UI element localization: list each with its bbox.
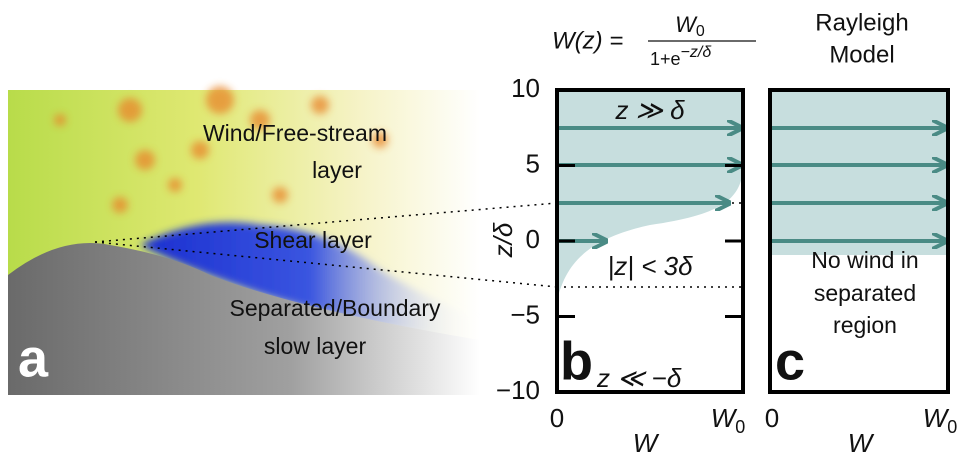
formula-lhs: W(z) = [552, 27, 623, 54]
y-label: z/δ [488, 222, 518, 258]
panel-letter: a [18, 328, 49, 388]
note: z ≫ δ [614, 95, 685, 125]
layer-label: layer [312, 157, 362, 183]
layer-label: slow layer [264, 333, 367, 359]
x-label: W [848, 428, 875, 458]
note: No wind in [811, 247, 918, 273]
note: |z| < 3δ [607, 251, 693, 281]
x-label: W [633, 428, 660, 458]
panel-letter: b [560, 331, 593, 391]
y-tick-label: −10 [496, 375, 540, 405]
y-tick-label: 10 [511, 73, 540, 103]
profile-area [770, 90, 948, 255]
y-tick-label: 5 [526, 148, 540, 178]
note: separated [814, 280, 916, 306]
x-tick-label: W0 [923, 403, 958, 437]
panel-title: Model [829, 41, 894, 68]
note: region [833, 312, 897, 338]
note: z ≪ −δ [596, 363, 682, 393]
formula-denominator: 1+e−z/δ [650, 44, 712, 69]
panel-c: Rayleigh Model No wind in separated regi… [765, 9, 958, 458]
x-tick-label: 0 [765, 403, 779, 433]
layer-label: Shear layer [254, 227, 372, 253]
layer-label: Separated/Boundary [230, 295, 441, 321]
y-tick-label: −5 [510, 299, 540, 329]
figure: Wind/Free-stream layer Shear layer Separ… [0, 0, 971, 462]
layer-label: Wind/Free-stream [203, 120, 387, 146]
panel-a: Wind/Free-stream layer Shear layer Separ… [8, 86, 557, 395]
panel-title: Rayleigh [815, 9, 908, 36]
x-tick-label: 0 [550, 403, 564, 433]
y-tick-label: 0 [526, 224, 540, 254]
panel-letter: c [775, 331, 805, 391]
x-tick-label: W0 [711, 403, 746, 437]
formula-numerator: W0 [675, 12, 705, 40]
